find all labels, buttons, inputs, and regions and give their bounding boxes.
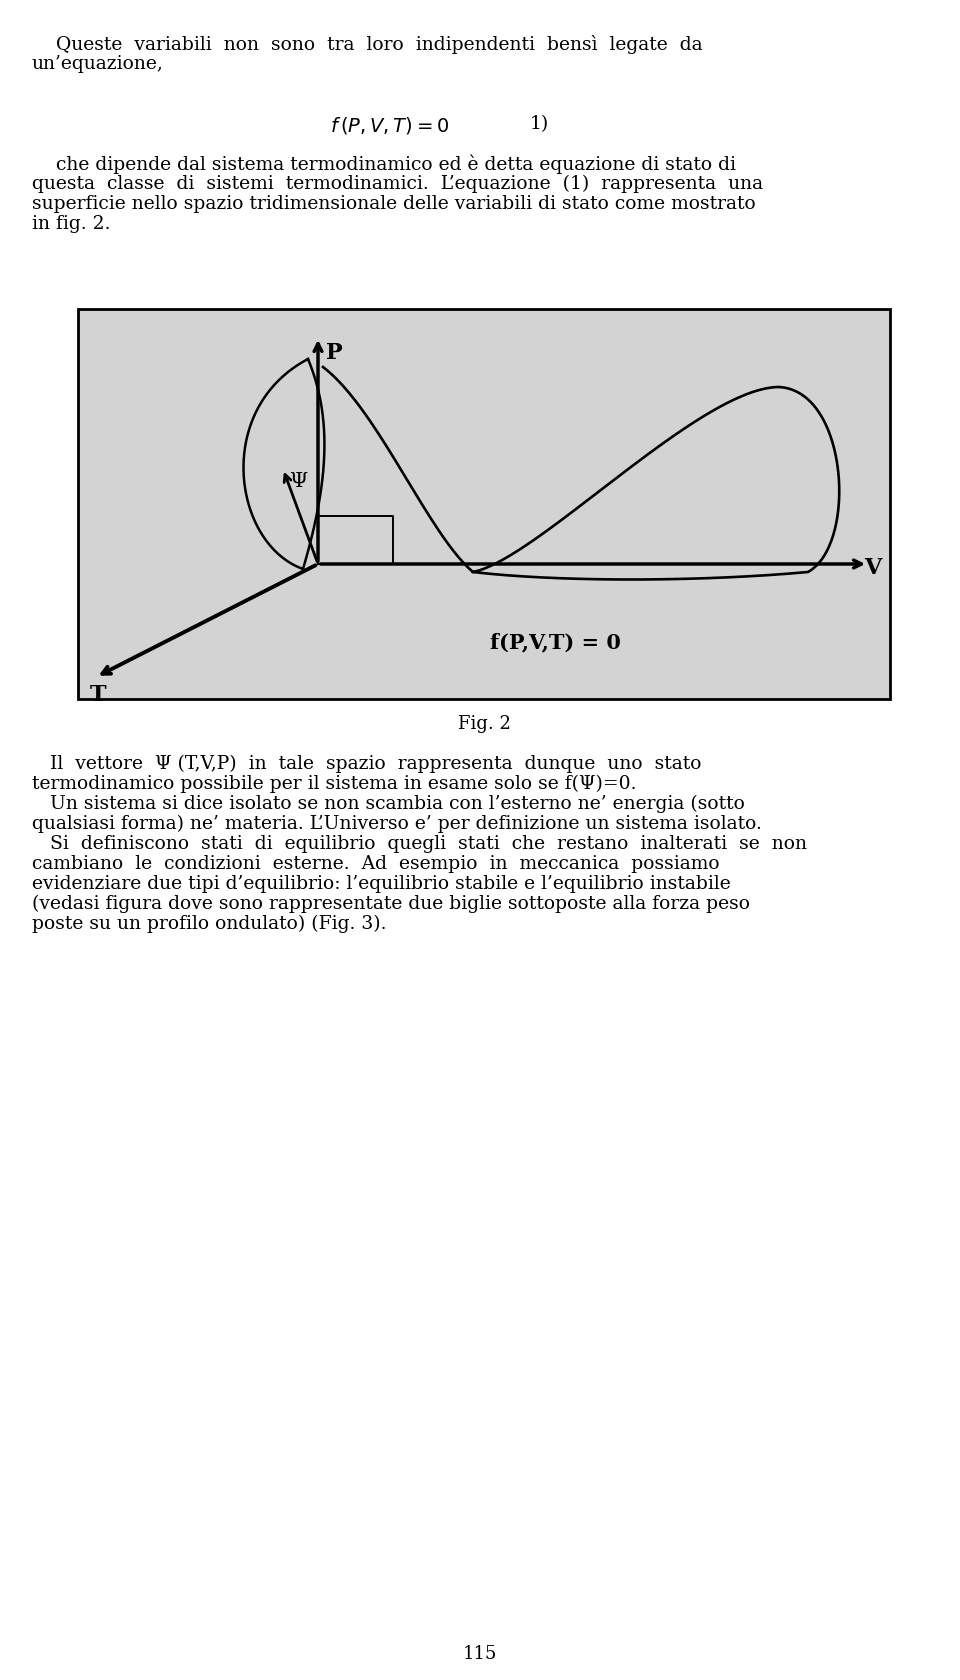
Text: (vedasi figura dove sono rappresentate due biglie sottoposte alla forza peso: (vedasi figura dove sono rappresentate d…: [32, 894, 750, 912]
Text: P: P: [326, 341, 343, 365]
Text: 1): 1): [530, 114, 549, 133]
Text: Fig. 2: Fig. 2: [458, 714, 511, 732]
Text: evidenziare due tipi d’equilibrio: l’equilibrio stabile e l’equilibrio instabile: evidenziare due tipi d’equilibrio: l’equ…: [32, 875, 731, 892]
Text: Un sistema si dice isolato se non scambia con l’esterno ne’ energia (sotto: Un sistema si dice isolato se non scambi…: [32, 795, 745, 813]
Text: termodinamico possibile per il sistema in esame solo se f(Ψ)=0.: termodinamico possibile per il sistema i…: [32, 774, 636, 793]
Text: poste su un profilo ondulato) (Fig. 3).: poste su un profilo ondulato) (Fig. 3).: [32, 914, 387, 932]
Text: superficie nello spazio tridimensionale delle variabili di stato come mostrato: superficie nello spazio tridimensionale …: [32, 195, 756, 213]
Bar: [78, 309, 890, 699]
Text: Ψ: Ψ: [289, 472, 307, 491]
Text: questa  classe  di  sistemi  termodinamici.  L’equazione  (1)  rappresenta  una: questa classe di sistemi termodinamici. …: [32, 175, 763, 193]
Text: cambiano  le  condizioni  esterne.  Ad  esempio  in  meccanica  possiamo: cambiano le condizioni esterne. Ad esemp…: [32, 855, 720, 872]
Text: Il  vettore  Ψ (T,V,P)  in  tale  spazio  rappresenta  dunque  uno  stato: Il vettore Ψ (T,V,P) in tale spazio rapp…: [32, 754, 702, 773]
Text: 115: 115: [463, 1645, 497, 1662]
Text: Si  definiscono  stati  di  equilibrio  quegli  stati  che  restano  inalterati : Si definiscono stati di equilibrio quegl…: [32, 835, 807, 852]
Text: qualsiasi forma) ne’ materia. L’Universo e’ per definizione un sistema isolato.: qualsiasi forma) ne’ materia. L’Universo…: [32, 815, 762, 833]
Text: $f\,(P,V,T) = 0$: $f\,(P,V,T) = 0$: [330, 114, 449, 136]
Text: un’equazione,: un’equazione,: [32, 55, 164, 72]
Text: f(P,V,T) = 0: f(P,V,T) = 0: [490, 632, 621, 652]
Text: che dipende dal sistema termodinamico ed è detta equazione di stato di: che dipende dal sistema termodinamico ed…: [32, 155, 736, 175]
Text: Queste  variabili  non  sono  tra  loro  indipendenti  bensì  legate  da: Queste variabili non sono tra loro indip…: [32, 35, 703, 54]
Text: T: T: [90, 684, 107, 706]
Text: V: V: [864, 556, 881, 578]
Text: in fig. 2.: in fig. 2.: [32, 215, 110, 234]
